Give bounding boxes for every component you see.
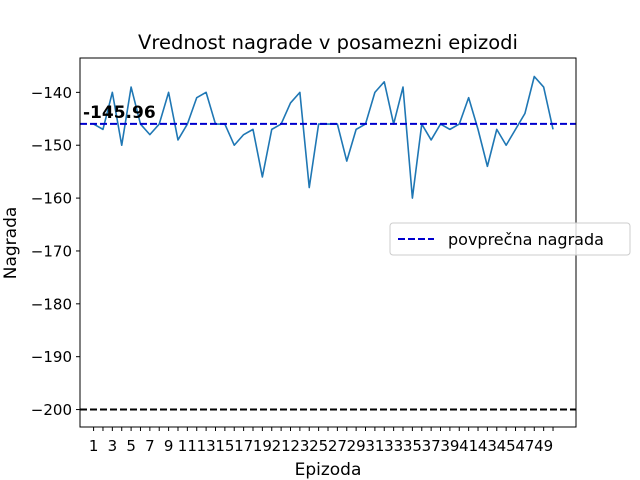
data-point: [374, 91, 376, 93]
y-tick-label: −140: [31, 84, 72, 102]
y-tick-label: −200: [31, 401, 72, 419]
data-point: [242, 133, 244, 135]
chart-title: Vrednost nagrade v posamezni epizodi: [138, 31, 518, 54]
x-axis-label: Epizoda: [295, 460, 362, 480]
data-point: [505, 144, 507, 146]
data-point: [289, 102, 291, 104]
data-point: [205, 91, 207, 93]
x-tick-label: 45: [497, 437, 516, 455]
data-point: [167, 91, 169, 93]
x-tick-label: 5: [126, 437, 136, 455]
y-axis-label: Nagrada: [1, 207, 21, 280]
y-tick-label: −150: [31, 137, 72, 155]
y-tick-label: −160: [31, 190, 72, 208]
data-point: [552, 128, 554, 130]
data-point: [177, 139, 179, 141]
x-tick-label: 37: [422, 437, 441, 455]
data-point: [130, 86, 132, 88]
data-point: [233, 144, 235, 146]
data-point: [477, 128, 479, 130]
data-point: [542, 86, 544, 88]
x-tick-label: 39: [440, 437, 459, 455]
y-tick-label: −190: [31, 348, 72, 366]
x-tick-label: 35: [403, 437, 422, 455]
data-point: [449, 128, 451, 130]
x-tick-label: 7: [145, 437, 155, 455]
data-point: [383, 81, 385, 83]
data-point: [346, 160, 348, 162]
legend-box: [389, 222, 631, 256]
data-point: [327, 123, 329, 125]
x-tick-label: 15: [215, 437, 234, 455]
x-tick-label: 33: [384, 437, 403, 455]
y-axis: −140 −150 −160 −170 −180 −190 −200: [31, 84, 80, 419]
x-tick-label: 9: [164, 437, 174, 455]
legend: povprečna nagrada: [389, 222, 631, 256]
x-tick-label: 17: [234, 437, 253, 455]
series-line: [93, 75, 554, 199]
data-point: [121, 144, 123, 146]
data-point: [467, 96, 469, 98]
x-tick-label: 31: [365, 437, 384, 455]
average-value-label: -145.96: [83, 103, 156, 123]
reference-lines: [80, 122, 576, 411]
plot-area: [79, 57, 577, 428]
x-tick-label: 21: [272, 437, 291, 455]
x-axis: 1 3 5 7 9 11 13 15 17 19 21 23 25 27 29 31 33 35 37 39 41 43 4…: [89, 427, 554, 455]
x-tick-label: 11: [178, 437, 197, 455]
data-point: [411, 197, 413, 199]
x-tick-label: 47: [515, 437, 534, 455]
x-tick-label: 3: [108, 437, 118, 455]
x-tick-label: 1: [89, 437, 99, 455]
y-tick-label: −170: [31, 242, 72, 260]
data-point: [355, 128, 357, 130]
x-tick-label: 23: [290, 437, 309, 455]
legend-label: povprečna nagrada: [448, 230, 604, 249]
series-layer: [93, 75, 554, 199]
data-point: [317, 123, 319, 125]
data-point: [111, 91, 113, 93]
data-point: [252, 128, 254, 130]
data-point: [430, 139, 432, 141]
x-tick-label: 29: [347, 437, 366, 455]
data-point: [196, 96, 198, 98]
x-tick-label: 41: [459, 437, 478, 455]
x-tick-label: 13: [197, 437, 216, 455]
x-tick-label: 27: [328, 437, 347, 455]
data-point: [308, 186, 310, 188]
data-point: [149, 133, 151, 135]
data-point: [533, 75, 535, 77]
data-point: [514, 128, 516, 130]
data-point: [102, 128, 104, 130]
x-tick-label: 49: [534, 437, 553, 455]
y-tick-label: −180: [31, 295, 72, 313]
data-point: [402, 86, 404, 88]
data-point: [496, 128, 498, 130]
x-tick-label: 25: [309, 437, 328, 455]
data-point: [271, 128, 273, 130]
data-point: [486, 165, 488, 167]
x-tick-label: 43: [478, 437, 497, 455]
data-point: [524, 112, 526, 114]
x-tick-label: 19: [253, 437, 272, 455]
data-point: [299, 91, 301, 93]
data-point: [261, 176, 263, 178]
